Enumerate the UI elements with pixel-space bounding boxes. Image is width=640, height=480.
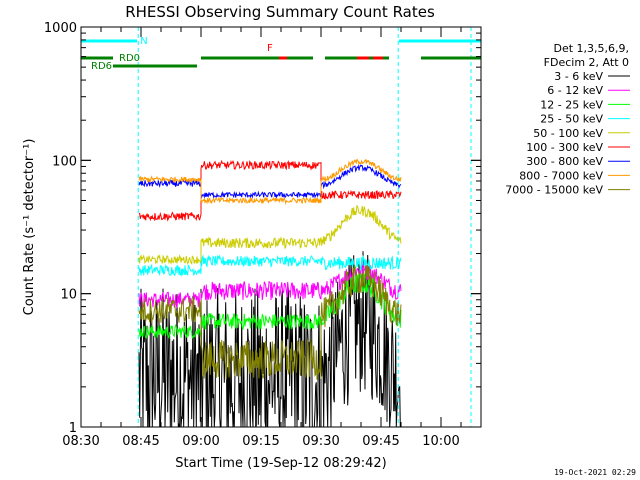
x-tick-label: 09:15 bbox=[242, 434, 279, 449]
x-axis-label: Start Time (19-Sep-12 08:29:42) bbox=[175, 456, 386, 471]
x-axis: 08:30 08:45 09:00 09:15 09:30 09:45 10:00 bbox=[62, 27, 482, 449]
series-line-6 bbox=[138, 159, 402, 222]
series-line-9 bbox=[138, 264, 402, 380]
flag-label-rd6: RD6 bbox=[91, 61, 112, 72]
x-tick-label: 10:00 bbox=[422, 434, 459, 449]
y-tick-label: 100 bbox=[52, 154, 77, 169]
x-tick-label: 08:30 bbox=[62, 434, 99, 449]
legend: Det 1,3,5,6,9, FDecim 2, Att 0 3 - 6 keV… bbox=[505, 42, 630, 197]
x-tick-label: 09:45 bbox=[362, 434, 399, 449]
legend-label: 800 - 7000 keV bbox=[519, 169, 603, 182]
y-axis: 1 10 100 1000 bbox=[44, 21, 481, 436]
x-tick-label: 08:45 bbox=[122, 434, 159, 449]
flag-label-rd0: RD0 bbox=[119, 53, 140, 64]
x-tick-label: 09:30 bbox=[302, 434, 339, 449]
y-tick-label: 1000 bbox=[44, 21, 77, 36]
y-axis-label: Count Rate (s⁻¹ detector⁻¹) bbox=[22, 139, 37, 316]
chart-title: RHESSI Observing Summary Count Rates bbox=[125, 3, 435, 21]
series-layer bbox=[138, 158, 402, 428]
legend-label: 12 - 25 keV bbox=[540, 98, 603, 111]
legend-label: 6 - 12 keV bbox=[547, 84, 603, 97]
legend-label: 100 - 300 keV bbox=[526, 141, 603, 154]
legend-label: 300 - 800 keV bbox=[526, 155, 603, 168]
legend-header-line1: Det 1,3,5,6,9, bbox=[553, 42, 629, 55]
legend-label: 3 - 6 keV bbox=[554, 70, 603, 83]
y-tick-label: 1 bbox=[69, 421, 77, 436]
series-line-4 bbox=[138, 254, 402, 277]
legend-label: 25 - 50 keV bbox=[540, 113, 603, 126]
series-line-5 bbox=[138, 204, 402, 266]
generation-timestamp: 19-Oct-2021 02:29 bbox=[554, 468, 636, 477]
flag-label-f: F bbox=[267, 43, 273, 54]
series-line-3 bbox=[138, 273, 402, 340]
flag-label-n: N bbox=[140, 36, 147, 47]
series-line-8 bbox=[138, 158, 402, 206]
y-tick-label: 10 bbox=[60, 288, 77, 303]
x-tick-label: 09:00 bbox=[182, 434, 219, 449]
legend-header-line2: FDecim 2, Att 0 bbox=[544, 56, 629, 69]
legend-label: 50 - 100 keV bbox=[533, 127, 603, 140]
legend-label: 7000 - 15000 keV bbox=[505, 184, 603, 197]
